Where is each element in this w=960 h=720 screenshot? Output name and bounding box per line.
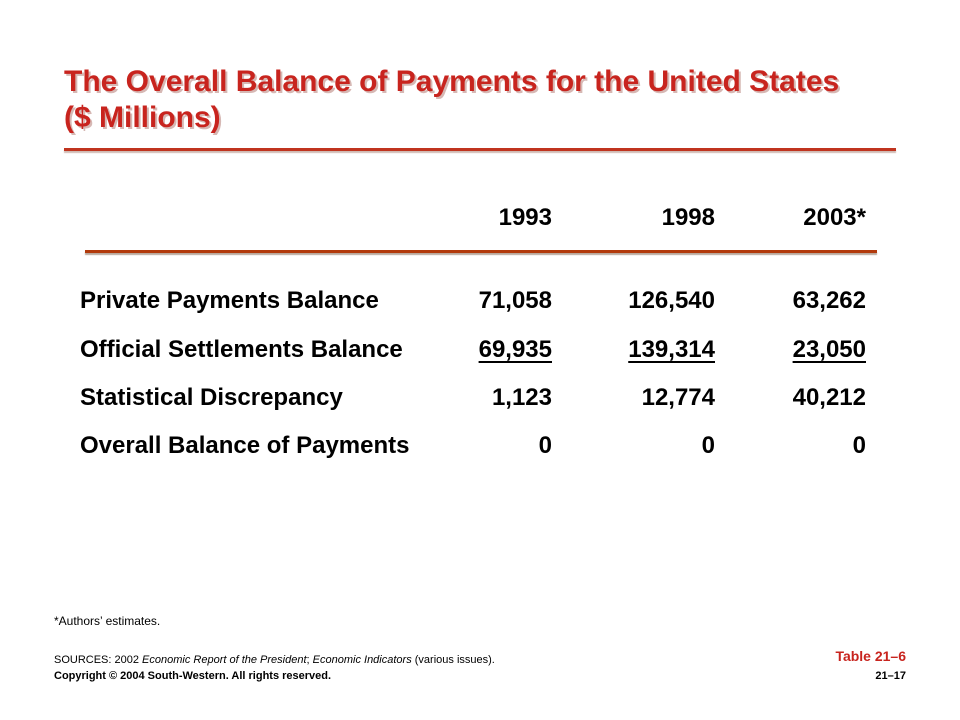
row-label-official-settlements: Official Settlements Balance xyxy=(80,336,403,363)
cell-overall-2003: 0 xyxy=(852,432,866,459)
sources-title-1: Economic Report of the President xyxy=(142,654,307,666)
table-header-divider xyxy=(85,250,877,253)
row-label-overall-balance: Overall Balance of Payments xyxy=(80,432,410,459)
cell-official-1993-value: 69,935 xyxy=(478,336,552,363)
sources-separator: ; xyxy=(306,654,313,666)
cell-official-1998-value: 139,314 xyxy=(628,336,715,363)
title-divider xyxy=(64,148,896,151)
sources-prefix: SOURCES: 2002 xyxy=(54,654,143,666)
row-label-private-payments: Private Payments Balance xyxy=(80,287,379,314)
footnote: *Authors’ estimates. xyxy=(54,614,161,628)
copyright: Copyright © 2004 South-Western. All righ… xyxy=(54,670,332,682)
slide-title: The Overall Balance of Payments for the … xyxy=(64,64,914,136)
year-header-1993: 1993 xyxy=(498,204,552,231)
year-header-2003: 2003* xyxy=(803,204,866,231)
cell-official-2003-value: 23,050 xyxy=(792,336,866,363)
cell-official-1993: 69,935 xyxy=(440,336,552,364)
cell-discrepancy-1998: 12,774 xyxy=(641,384,715,411)
cell-official-1998: 139,314 xyxy=(580,336,715,364)
sources-suffix: (various issues). xyxy=(411,654,495,666)
slide-title-line1: The Overall Balance of Payments for the … xyxy=(64,65,840,98)
cell-private-2003: 63,262 xyxy=(792,287,866,314)
row-label-statistical-discrepancy: Statistical Discrepancy xyxy=(80,384,343,411)
slide-title-line2: ($ Millions) xyxy=(64,101,221,134)
year-header-1998: 1998 xyxy=(661,204,715,231)
table-reference: Table 21–6 xyxy=(835,648,906,664)
sources-title-2: Economic Indicators xyxy=(312,654,412,666)
cell-discrepancy-1993: 1,123 xyxy=(491,384,552,411)
cell-discrepancy-2003: 40,212 xyxy=(792,384,866,411)
sources-note: SOURCES: 2002 Economic Report of the Pre… xyxy=(54,654,495,666)
cell-overall-1998: 0 xyxy=(701,432,715,459)
cell-private-1998: 126,540 xyxy=(628,287,715,314)
cell-official-2003: 23,050 xyxy=(740,336,866,364)
page-number: 21–17 xyxy=(875,670,906,682)
cell-private-1993: 71,058 xyxy=(478,287,552,314)
cell-overall-1993: 0 xyxy=(538,432,552,459)
